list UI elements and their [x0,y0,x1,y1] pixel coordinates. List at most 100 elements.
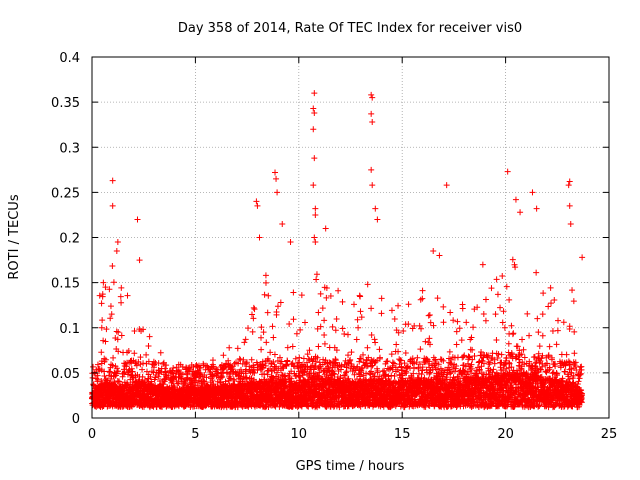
data-point [447,309,454,316]
data-point [456,325,463,332]
data-point [357,293,364,300]
data-point [90,363,97,370]
data-point [404,364,411,371]
data-point [388,351,395,358]
data-point [265,292,272,299]
data-point [245,325,252,332]
data-point [118,332,125,339]
data-point [333,315,340,322]
data-point [313,276,320,283]
data-point [269,323,276,330]
data-point [446,348,453,355]
data-point [417,296,424,303]
data-point [417,346,424,353]
data-point [422,338,429,345]
data-point [371,336,378,343]
data-point [350,301,357,308]
data-point [174,380,181,387]
data-point [146,333,153,340]
data-point [258,334,265,341]
data-point [427,319,434,326]
data-point [463,319,470,326]
data-point [376,354,383,361]
data-point [416,322,423,329]
data-point [393,341,400,348]
data-point [391,373,398,380]
data-point [110,279,117,286]
data-point [101,372,108,379]
data-point [459,305,466,312]
data-point [113,328,120,335]
data-point [220,352,227,359]
data-point [124,292,131,299]
data-point [391,315,398,322]
data-point [409,325,416,332]
data-point [250,304,257,311]
data-point [335,287,342,294]
data-point [418,325,425,332]
data-point [388,307,395,314]
data-point [405,301,412,308]
data-point [426,312,433,319]
data-point [128,365,135,372]
data-point [99,291,106,298]
data-point [332,327,339,334]
data-point [119,373,126,380]
data-point [209,357,216,364]
data-point [368,363,375,370]
data-point [94,376,101,383]
data-point [118,284,125,291]
data-point [358,314,365,321]
data-point [274,303,281,310]
data-point [236,355,243,362]
data-point [301,319,308,326]
data-point [115,368,122,375]
data-point [453,328,460,335]
data-point [286,320,293,327]
data-point [321,317,328,324]
data-point [131,350,138,357]
data-point [145,358,152,365]
data-point [270,334,277,341]
data-point [98,349,105,356]
data-point [103,326,110,333]
data-point [293,330,300,337]
data-point [296,354,303,361]
data-point [151,361,158,368]
data-point [109,263,116,270]
data-point [419,295,426,302]
data-point [284,358,291,365]
data-point [99,317,106,324]
data-points [89,90,586,411]
data-point [145,342,152,349]
grid-lines [92,57,609,418]
data-point [402,350,409,357]
data-point [355,324,362,331]
data-point [125,347,132,354]
data-point [250,315,257,322]
data-point [376,346,383,353]
data-point [273,309,280,316]
data-point [450,317,457,324]
data-point [116,378,123,385]
data-point [163,362,170,369]
data-point [226,344,233,351]
data-point [115,348,122,355]
data-point [339,298,346,305]
data-point [94,361,101,368]
data-point [249,328,256,335]
data-point [89,374,96,381]
data-point [241,339,248,346]
data-point [319,305,326,312]
data-point [162,375,169,382]
data-point [440,319,447,326]
data-point [140,326,147,333]
data-point [248,311,255,318]
data-point [395,302,402,309]
data-point [251,306,258,313]
data-point [434,295,441,302]
data-point [357,308,364,315]
data-point [469,346,476,353]
data-point [440,303,447,310]
